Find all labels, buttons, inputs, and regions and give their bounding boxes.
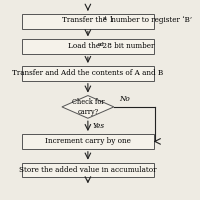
- FancyBboxPatch shape: [22, 39, 154, 54]
- Polygon shape: [62, 96, 114, 118]
- FancyBboxPatch shape: [22, 163, 154, 177]
- Text: 8 bit number: 8 bit number: [105, 42, 155, 50]
- FancyBboxPatch shape: [22, 134, 154, 149]
- Text: Transfer and Add the contents of A and B: Transfer and Add the contents of A and B: [12, 69, 164, 77]
- Text: Store the added value in accumulator: Store the added value in accumulator: [19, 166, 157, 174]
- Text: number to register ‘B’: number to register ‘B’: [109, 16, 192, 24]
- Text: Check for
carry?: Check for carry?: [72, 98, 104, 116]
- Text: Increment carry by one: Increment carry by one: [45, 137, 131, 145]
- Text: nd: nd: [98, 42, 105, 47]
- Text: Yes: Yes: [93, 122, 105, 130]
- Text: Transfer the 1: Transfer the 1: [62, 16, 114, 24]
- Text: Load the 2: Load the 2: [68, 42, 107, 50]
- Text: st: st: [103, 16, 107, 21]
- FancyBboxPatch shape: [22, 66, 154, 81]
- FancyBboxPatch shape: [22, 14, 154, 29]
- Text: No: No: [119, 95, 130, 103]
